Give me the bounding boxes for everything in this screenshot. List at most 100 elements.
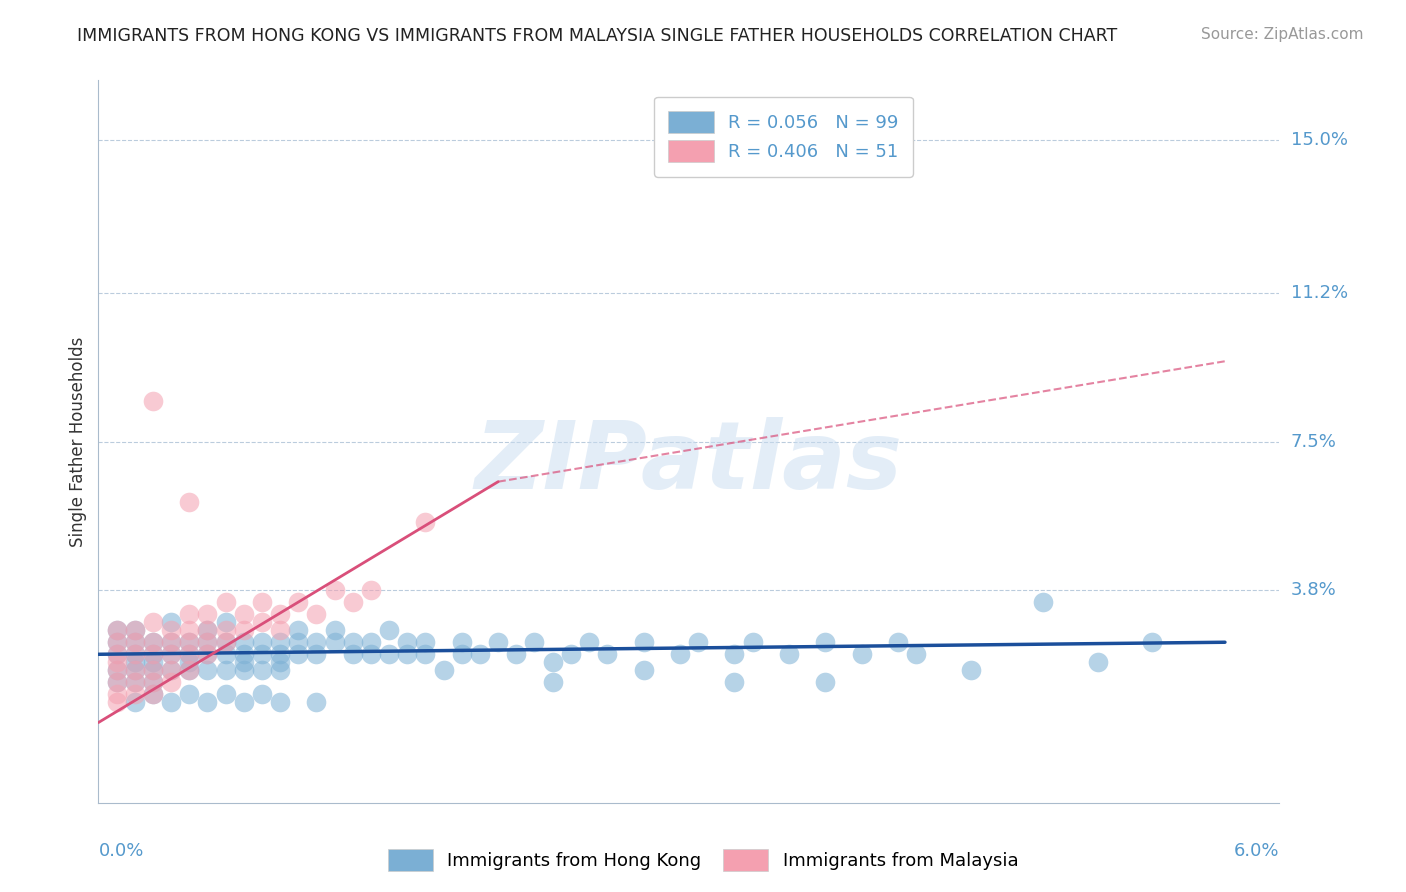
Point xyxy=(214,664,236,678)
Point xyxy=(396,635,419,649)
Point xyxy=(1142,635,1164,649)
Point xyxy=(105,648,128,662)
Point xyxy=(541,655,564,669)
Point xyxy=(723,648,745,662)
Point xyxy=(105,655,128,669)
Point xyxy=(250,648,273,662)
Point xyxy=(269,648,291,662)
Point xyxy=(124,648,146,662)
Point xyxy=(124,687,146,701)
Point xyxy=(415,635,437,649)
Point xyxy=(415,648,437,662)
Point xyxy=(305,635,328,649)
Point xyxy=(142,687,165,701)
Point xyxy=(160,664,183,678)
Point xyxy=(105,635,128,649)
Point xyxy=(287,595,309,609)
Point xyxy=(269,623,291,637)
Point xyxy=(142,615,165,630)
Point xyxy=(468,648,491,662)
Point xyxy=(214,648,236,662)
Text: 11.2%: 11.2% xyxy=(1291,284,1348,302)
Point xyxy=(179,635,201,649)
Point xyxy=(633,664,655,678)
Point xyxy=(323,583,346,598)
Point xyxy=(124,696,146,710)
Point xyxy=(1032,595,1054,609)
Point xyxy=(1087,655,1109,669)
Point xyxy=(160,675,183,690)
Point xyxy=(160,696,183,710)
Point xyxy=(450,635,472,649)
Point xyxy=(269,607,291,622)
Point xyxy=(197,607,219,622)
Point xyxy=(142,394,165,409)
Point xyxy=(415,515,437,529)
Point xyxy=(179,623,201,637)
Point xyxy=(250,664,273,678)
Point xyxy=(578,635,600,649)
Point xyxy=(142,675,165,690)
Point xyxy=(160,623,183,637)
Point xyxy=(741,635,763,649)
Text: 6.0%: 6.0% xyxy=(1234,842,1279,860)
Point xyxy=(179,664,201,678)
Point xyxy=(323,623,346,637)
Point xyxy=(179,494,201,508)
Point xyxy=(433,664,456,678)
Point xyxy=(360,635,382,649)
Point xyxy=(160,635,183,649)
Point xyxy=(305,648,328,662)
Point xyxy=(179,664,201,678)
Point xyxy=(450,648,472,662)
Point xyxy=(105,623,128,637)
Point xyxy=(197,635,219,649)
Text: ZIPatlas: ZIPatlas xyxy=(475,417,903,509)
Point xyxy=(214,615,236,630)
Point xyxy=(723,675,745,690)
Legend: Immigrants from Hong Kong, Immigrants from Malaysia: Immigrants from Hong Kong, Immigrants fr… xyxy=(381,842,1025,879)
Point xyxy=(959,664,981,678)
Point xyxy=(124,664,146,678)
Point xyxy=(342,595,364,609)
Point xyxy=(905,648,928,662)
Point xyxy=(124,675,146,690)
Text: 15.0%: 15.0% xyxy=(1291,131,1347,150)
Point xyxy=(179,607,201,622)
Point xyxy=(250,595,273,609)
Point xyxy=(124,655,146,669)
Point xyxy=(287,648,309,662)
Point xyxy=(505,648,527,662)
Point xyxy=(232,607,254,622)
Point xyxy=(105,675,128,690)
Point xyxy=(197,623,219,637)
Point xyxy=(814,635,837,649)
Point xyxy=(378,623,401,637)
Point xyxy=(197,664,219,678)
Point xyxy=(342,648,364,662)
Point xyxy=(160,615,183,630)
Legend: R = 0.056   N = 99, R = 0.406   N = 51: R = 0.056 N = 99, R = 0.406 N = 51 xyxy=(654,96,912,177)
Point xyxy=(378,648,401,662)
Point xyxy=(142,635,165,649)
Text: Source: ZipAtlas.com: Source: ZipAtlas.com xyxy=(1201,27,1364,42)
Point xyxy=(142,687,165,701)
Point xyxy=(179,655,201,669)
Point xyxy=(851,648,873,662)
Point xyxy=(179,687,201,701)
Point xyxy=(197,696,219,710)
Point xyxy=(105,664,128,678)
Point xyxy=(250,615,273,630)
Text: 7.5%: 7.5% xyxy=(1291,433,1337,450)
Point xyxy=(232,664,254,678)
Point xyxy=(179,648,201,662)
Point xyxy=(105,675,128,690)
Point xyxy=(305,696,328,710)
Point xyxy=(323,635,346,649)
Point xyxy=(160,664,183,678)
Point xyxy=(360,583,382,598)
Point xyxy=(669,648,692,662)
Point xyxy=(287,623,309,637)
Point xyxy=(887,635,910,649)
Point xyxy=(232,648,254,662)
